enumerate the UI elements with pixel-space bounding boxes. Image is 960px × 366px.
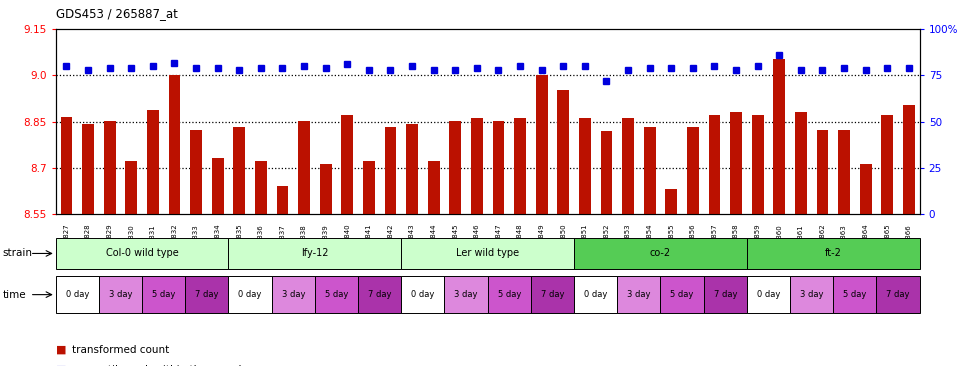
- Bar: [488, 276, 531, 313]
- Bar: [601, 131, 612, 214]
- Bar: [147, 110, 158, 214]
- Text: 3 day: 3 day: [281, 290, 305, 299]
- Text: ■: ■: [56, 365, 66, 366]
- Bar: [860, 164, 872, 214]
- Bar: [190, 130, 202, 214]
- Text: 5 day: 5 day: [152, 290, 176, 299]
- Bar: [622, 118, 634, 214]
- Bar: [531, 276, 574, 313]
- Bar: [358, 276, 401, 313]
- Bar: [471, 118, 483, 214]
- Text: percentile rank within the sample: percentile rank within the sample: [72, 365, 248, 366]
- Bar: [169, 75, 180, 214]
- Bar: [704, 276, 747, 313]
- Text: 5 day: 5 day: [324, 290, 348, 299]
- Text: 7 day: 7 day: [195, 290, 219, 299]
- Bar: [56, 238, 228, 269]
- Text: 7 day: 7 day: [713, 290, 737, 299]
- Bar: [104, 121, 115, 214]
- Bar: [687, 127, 699, 214]
- Text: 7 day: 7 day: [886, 290, 910, 299]
- Text: 0 day: 0 day: [238, 290, 262, 299]
- Bar: [558, 90, 569, 214]
- Text: 5 day: 5 day: [843, 290, 867, 299]
- Bar: [881, 115, 893, 214]
- Bar: [212, 158, 224, 214]
- Text: 0 day: 0 day: [411, 290, 435, 299]
- Text: GDS453 / 265887_at: GDS453 / 265887_at: [56, 7, 178, 20]
- Bar: [444, 276, 488, 313]
- Text: 0 day: 0 day: [65, 290, 89, 299]
- Text: Col-0 wild type: Col-0 wild type: [106, 249, 179, 258]
- Text: 3 day: 3 day: [800, 290, 824, 299]
- Bar: [342, 115, 353, 214]
- Bar: [752, 115, 763, 214]
- Text: 7 day: 7 day: [540, 290, 564, 299]
- Bar: [233, 127, 245, 214]
- Bar: [255, 161, 267, 214]
- Bar: [617, 276, 660, 313]
- Bar: [56, 276, 99, 313]
- Bar: [276, 186, 288, 214]
- Bar: [60, 117, 72, 214]
- Text: 3 day: 3 day: [108, 290, 132, 299]
- Bar: [574, 276, 617, 313]
- Bar: [790, 276, 833, 313]
- Bar: [449, 121, 461, 214]
- Bar: [665, 188, 677, 214]
- Bar: [401, 276, 444, 313]
- Bar: [747, 276, 790, 313]
- Bar: [126, 161, 137, 214]
- Bar: [185, 276, 228, 313]
- Bar: [747, 238, 920, 269]
- Bar: [774, 59, 785, 214]
- Text: transformed count: transformed count: [72, 344, 169, 355]
- Bar: [492, 121, 504, 214]
- Bar: [838, 130, 850, 214]
- Text: time: time: [3, 290, 27, 300]
- Text: ■: ■: [56, 344, 66, 355]
- Bar: [644, 127, 656, 214]
- Text: ft-2: ft-2: [825, 249, 842, 258]
- Bar: [99, 276, 142, 313]
- Text: Ler wild type: Ler wild type: [456, 249, 519, 258]
- Bar: [574, 238, 747, 269]
- Bar: [817, 130, 828, 214]
- Bar: [833, 276, 876, 313]
- Bar: [731, 112, 742, 214]
- Bar: [299, 121, 310, 214]
- Bar: [903, 105, 915, 214]
- Bar: [272, 276, 315, 313]
- Bar: [83, 124, 94, 214]
- Bar: [660, 276, 704, 313]
- Bar: [228, 276, 272, 313]
- Bar: [385, 127, 396, 214]
- Text: 0 day: 0 day: [756, 290, 780, 299]
- Bar: [363, 161, 374, 214]
- Bar: [401, 238, 574, 269]
- Bar: [536, 75, 547, 214]
- Bar: [428, 161, 440, 214]
- Bar: [515, 118, 526, 214]
- Bar: [579, 118, 590, 214]
- Text: lfy-12: lfy-12: [301, 249, 328, 258]
- Bar: [708, 115, 720, 214]
- Bar: [406, 124, 418, 214]
- Bar: [795, 112, 806, 214]
- Text: co-2: co-2: [650, 249, 671, 258]
- Text: strain: strain: [3, 249, 33, 258]
- Text: 0 day: 0 day: [584, 290, 608, 299]
- Text: 3 day: 3 day: [627, 290, 651, 299]
- Bar: [315, 276, 358, 313]
- Bar: [228, 238, 401, 269]
- Text: 3 day: 3 day: [454, 290, 478, 299]
- Bar: [320, 164, 331, 214]
- Bar: [876, 276, 920, 313]
- Text: 5 day: 5 day: [497, 290, 521, 299]
- Text: 7 day: 7 day: [368, 290, 392, 299]
- Text: 5 day: 5 day: [670, 290, 694, 299]
- Bar: [142, 276, 185, 313]
